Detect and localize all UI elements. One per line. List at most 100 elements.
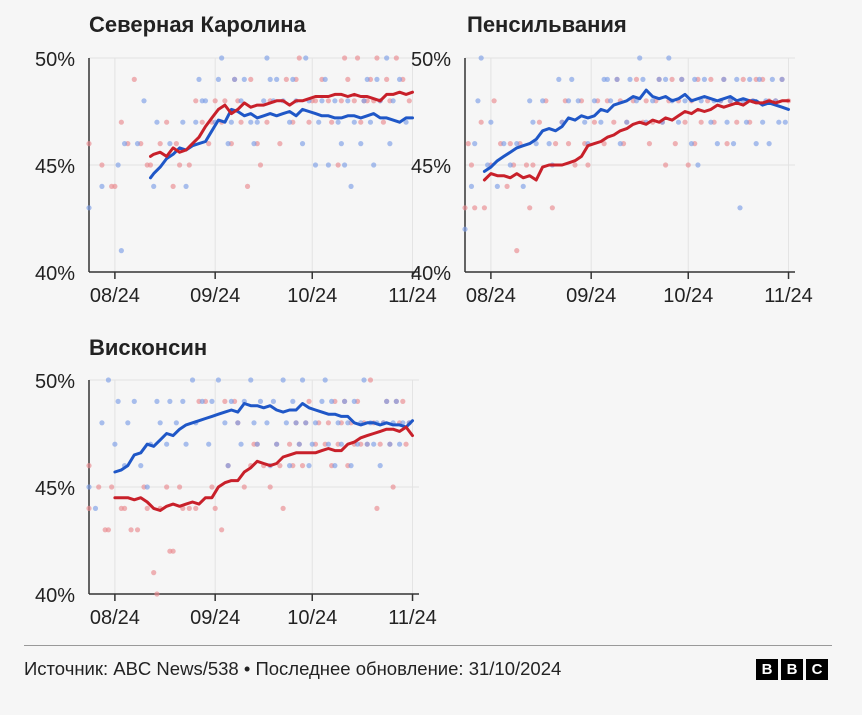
poll-dot-rep xyxy=(536,119,543,125)
poll-dot-dem xyxy=(215,76,222,82)
poll-dot-dem xyxy=(290,76,296,82)
poll-dot-rep xyxy=(144,505,150,511)
poll-dot-dem xyxy=(312,162,319,168)
poll-dot-rep xyxy=(222,398,228,404)
panel-title-wisconsin: Висконсин xyxy=(89,335,208,360)
plot-pennsylvania: 40% 45% 50% 08/24 09/24 10/24 11/24 xyxy=(411,49,813,307)
poll-dot-dem xyxy=(86,205,92,211)
poll-dot-rep xyxy=(646,141,653,147)
poll-dot-rep xyxy=(572,162,578,168)
poll-dot-dem xyxy=(604,76,610,82)
poll-dot-dem xyxy=(299,141,306,147)
poll-dot-dem xyxy=(367,119,374,125)
poll-dot-rep xyxy=(286,441,293,447)
bbc-logo: B B C xyxy=(756,659,828,680)
poll-dot-dem xyxy=(341,162,348,168)
x-tick-label: 09/24 xyxy=(566,285,616,307)
poll-dot-rep xyxy=(206,141,212,147)
poll-dot-dem xyxy=(231,76,238,82)
poll-dot-dem xyxy=(682,98,688,104)
poll-dot-rep xyxy=(724,141,730,147)
poll-dot-rep xyxy=(338,98,344,104)
poll-dot-dem xyxy=(384,398,390,404)
poll-dot-dem xyxy=(530,119,536,125)
poll-dot-dem xyxy=(303,55,309,61)
poll-dot-rep xyxy=(601,141,607,147)
poll-dot-dem xyxy=(374,76,380,82)
poll-dot-dem xyxy=(228,119,234,125)
poll-dot-dem xyxy=(206,441,212,447)
poll-dot-rep xyxy=(296,55,302,61)
poll-dot-rep xyxy=(170,183,176,189)
x-tick-label: 08/24 xyxy=(466,285,516,307)
trend-line-dem xyxy=(113,402,414,474)
poll-dot-dem xyxy=(403,119,409,125)
poll-dot-rep xyxy=(209,484,215,490)
poll-dot-dem xyxy=(105,377,112,383)
poll-dot-dem xyxy=(675,119,682,125)
poll-dot-rep xyxy=(118,119,124,125)
poll-dot-dem xyxy=(322,76,328,82)
poll-dot-dem xyxy=(164,441,170,447)
poll-dot-dem xyxy=(546,141,552,147)
poll-dot-rep xyxy=(241,484,247,490)
poll-dot-rep xyxy=(176,484,183,490)
poll-dot-dem xyxy=(390,98,396,104)
poll-dot-rep xyxy=(585,162,591,168)
poll-dot-rep xyxy=(345,76,351,82)
y-tick-label: 40% xyxy=(35,585,75,607)
poll-dot-dem xyxy=(121,141,128,147)
poll-dot-dem xyxy=(286,463,293,469)
poll-dot-dem xyxy=(556,76,562,82)
poll-dot-dem xyxy=(316,119,322,125)
poll-dot-rep xyxy=(643,98,649,104)
poll-dot-dem xyxy=(290,398,296,404)
poll-dot-dem xyxy=(345,420,351,426)
poll-dot-dem xyxy=(151,183,157,189)
poll-dot-dem xyxy=(183,441,189,447)
poll-dot-rep xyxy=(740,76,746,82)
poll-dot-rep xyxy=(341,55,348,61)
poll-dot-dem xyxy=(332,98,338,104)
poll-dot-rep xyxy=(86,505,92,511)
poll-dot-dem xyxy=(322,377,328,383)
poll-dot-dem xyxy=(264,55,270,61)
poll-dot-dem xyxy=(141,98,147,104)
poll-dot-dem xyxy=(614,76,620,82)
poll-dot-dem xyxy=(747,76,753,82)
poll-dot-dem xyxy=(154,398,160,404)
poll-dot-dem xyxy=(348,183,354,189)
poll-dot-dem xyxy=(533,141,539,147)
poll-dot-rep xyxy=(131,76,137,82)
poll-dot-rep xyxy=(193,98,199,104)
poll-dot-rep xyxy=(335,162,341,168)
poll-dot-rep xyxy=(238,119,244,125)
poll-dot-dem xyxy=(387,441,393,447)
poll-dot-dem xyxy=(714,141,720,147)
poll-dot-dem xyxy=(650,98,656,104)
x-tick-label: 11/24 xyxy=(388,285,437,307)
poll-dot-rep xyxy=(504,183,510,189)
x-tick-label: 10/24 xyxy=(287,607,337,629)
poll-dot-dem xyxy=(656,76,662,82)
poll-dot-dem xyxy=(257,398,264,404)
poll-dot-dem xyxy=(358,141,364,147)
poll-dot-dem xyxy=(215,377,222,383)
poll-dot-dem xyxy=(222,420,228,426)
poll-dot-rep xyxy=(374,55,380,61)
poll-dot-rep xyxy=(611,119,617,125)
poll-dot-rep xyxy=(380,119,387,125)
y-tick-label: 40% xyxy=(411,263,451,285)
poll-dot-dem xyxy=(199,398,205,404)
y-tick-label: 45% xyxy=(35,478,75,500)
poll-dot-dem xyxy=(396,441,403,447)
x-tick-label: 10/24 xyxy=(663,285,713,307)
poll-dot-rep xyxy=(264,119,270,125)
poll-dot-dem xyxy=(721,76,727,82)
poll-dot-rep xyxy=(478,119,484,125)
poll-dot-dem xyxy=(688,141,695,147)
poll-dot-rep xyxy=(565,141,572,147)
poll-dot-dem xyxy=(293,420,299,426)
poll-dot-dem xyxy=(180,119,186,125)
